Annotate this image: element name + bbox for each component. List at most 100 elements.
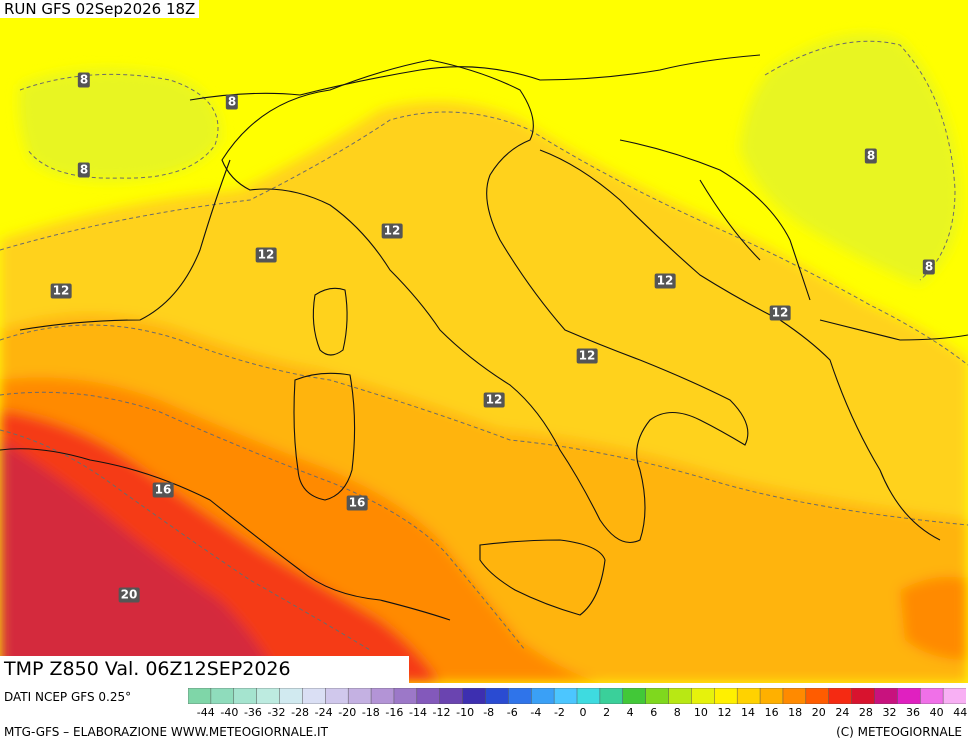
isotherm-label: 8 [922, 259, 936, 275]
colorbar-tick: 10 [693, 706, 708, 719]
colorbar-swatch [279, 688, 304, 704]
sicily-outline [479, 539, 606, 616]
colorbar-swatch [736, 688, 761, 704]
temperature-colorbar [188, 688, 966, 704]
isotherm-label: 12 [769, 305, 791, 321]
colorbar-swatch [508, 688, 532, 704]
colorbar-swatch [302, 688, 326, 704]
colorbar-tick: -24 [314, 706, 333, 719]
colorbar-tick: -4 [530, 706, 542, 719]
colorbar-tick: -32 [267, 706, 286, 719]
colorbar-swatch [759, 688, 784, 704]
colorbar-swatch [668, 688, 693, 704]
colorbar-tick: 28 [858, 706, 873, 719]
isotherm-label: 8 [77, 162, 91, 178]
colorbar-swatch [805, 688, 830, 704]
colorbar-swatch [782, 688, 807, 704]
colorbar-swatch [210, 688, 235, 704]
colorbar-swatch [622, 688, 647, 704]
isotherm-label: 12 [255, 247, 277, 263]
colorbar-tick: -36 [243, 706, 262, 719]
cool-area-northeast [740, 34, 961, 286]
colorbar-tick: 40 [929, 706, 944, 719]
colorbar-swatch [416, 688, 441, 704]
colorbar-swatch [599, 688, 624, 704]
colorbar-tick: 32 [882, 706, 897, 719]
isotherm-label: 8 [225, 94, 239, 110]
colorbar-swatch [874, 688, 898, 704]
colorbar-swatch [897, 688, 921, 704]
colorbar-swatch [828, 688, 853, 704]
run-title: RUN GFS 02Sep2026 18Z [0, 0, 200, 18]
crimson-area [0, 440, 280, 683]
isotherm-label: 16 [152, 482, 174, 498]
colorbar-swatch [691, 688, 715, 704]
isotherm-label: 12 [381, 223, 403, 239]
colorbar-swatch [233, 688, 258, 704]
africa-coast [0, 448, 451, 621]
colorbar-tick: -12 [432, 706, 451, 719]
data-source-label: DATI NCEP GFS 0.25° [4, 690, 132, 704]
colorbar-tick: 44 [953, 706, 968, 719]
isotherm-label: 20 [118, 587, 140, 603]
balkan-borders [619, 139, 968, 341]
colorbar-tick: 0 [579, 706, 587, 719]
alps-border [189, 54, 761, 101]
colorbar-tick: -40 [220, 706, 239, 719]
colorbar-tick: 36 [906, 706, 921, 719]
colorbar-swatch [851, 688, 876, 704]
isotherm-label: 12 [576, 348, 598, 364]
colorbar-tick: 18 [788, 706, 803, 719]
colorbar-tick: 16 [764, 706, 779, 719]
colorbar-swatch [370, 688, 395, 704]
dark-orange-patch-east [900, 576, 968, 660]
colorbar-swatch [576, 688, 601, 704]
isotherm-label: 12 [654, 273, 676, 289]
colorbar-swatch [553, 688, 578, 704]
cool-area-northwest [18, 69, 221, 181]
colorbar-tick: 8 [673, 706, 681, 719]
colorbar-tick: -14 [408, 706, 427, 719]
colorbar-swatch [393, 688, 418, 704]
colorbar-swatch [645, 688, 670, 704]
colorbar-tick: 20 [811, 706, 826, 719]
colorbar-tick: 6 [650, 706, 658, 719]
sardinia-outline [293, 372, 356, 501]
colorbar-tick: 12 [717, 706, 732, 719]
colorbar-tick: 4 [626, 706, 634, 719]
italy-peninsula-outline [221, 59, 749, 544]
colorbar-swatch [462, 688, 487, 704]
corsica-outline [312, 287, 348, 356]
colorbar-tick: -16 [385, 706, 404, 719]
colorbar-swatch [188, 688, 212, 704]
colorbar-swatch [347, 688, 372, 704]
colorbar-tick: -10 [456, 706, 475, 719]
colorbar-tick: -28 [291, 706, 310, 719]
colorbar-tick: 2 [603, 706, 611, 719]
colorbar-swatch [942, 688, 966, 704]
temperature-map [0, 0, 968, 683]
colorbar-swatch [485, 688, 510, 704]
colorbar-tick-labels: -44 -40 -36 -32 -28 -24 -20 -18 -16 -14 -12 -10 -8 -6… [0, 706, 968, 720]
colorbar-tick: -20 [338, 706, 357, 719]
isotherm-label: 16 [346, 495, 368, 511]
colorbar-swatch [919, 688, 944, 704]
colorbar-tick: -8 [483, 706, 495, 719]
colorbar-tick: 24 [835, 706, 850, 719]
colorbar-swatch [530, 688, 555, 704]
colorbar-tick: -6 [506, 706, 518, 719]
isotherm-label: 12 [483, 392, 505, 408]
field-title: TMP Z850 Val. 06Z12SEP2026 [0, 656, 409, 683]
colorbar-tick: -2 [553, 706, 565, 719]
isotherm-label: 12 [50, 283, 72, 299]
colorbar-swatch [256, 688, 281, 704]
colorbar-swatch [439, 688, 464, 704]
colorbar-tick: -18 [361, 706, 380, 719]
colorbar-tick: 14 [741, 706, 756, 719]
footer-credit: MTG-GFS – ELABORAZIONE WWW.METEOGIORNALE… [4, 725, 328, 739]
isotherm-label: 8 [77, 72, 91, 88]
france-border [19, 159, 231, 331]
colorbar-swatch [714, 688, 738, 704]
footer-copyright: (C) METEOGIORNALE [836, 725, 962, 739]
colorbar-tick: -44 [196, 706, 215, 719]
